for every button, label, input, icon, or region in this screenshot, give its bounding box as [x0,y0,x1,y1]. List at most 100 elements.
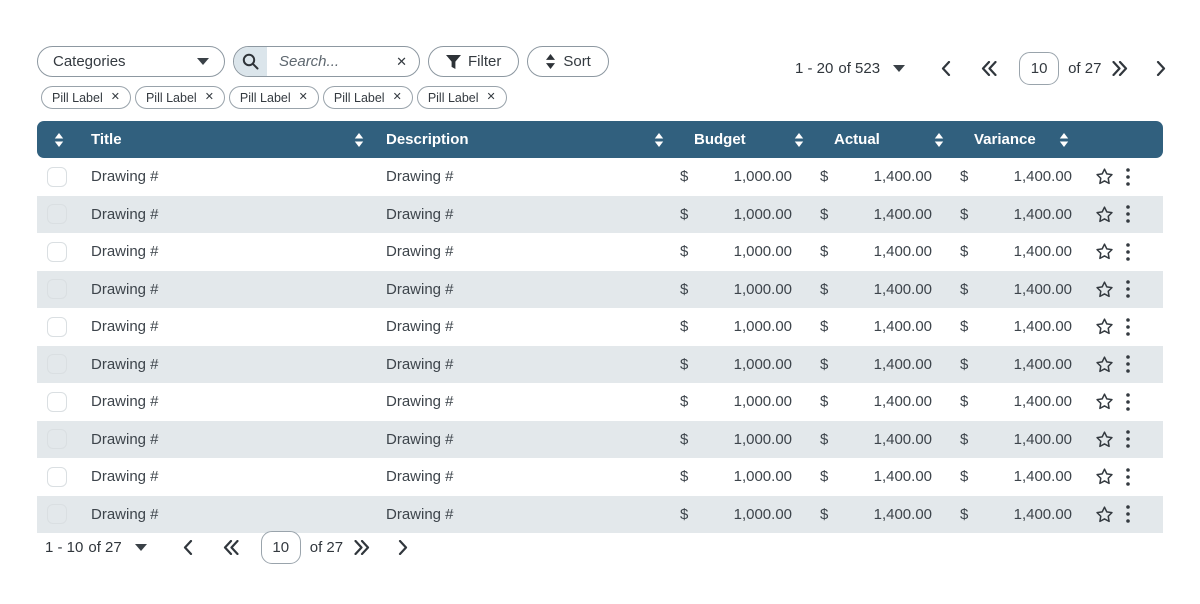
sort-icon[interactable] [934,132,944,147]
last-page-button[interactable] [1112,61,1128,76]
sort-icon[interactable] [354,132,364,147]
table-row[interactable]: Drawing # Drawing # $ 1,000.00 $ 1,400.0… [37,233,1163,271]
first-page-button[interactable] [981,61,997,76]
table-row[interactable]: Drawing # Drawing # $ 1,000.00 $ 1,400.0… [37,420,1163,458]
chip-remove-icon[interactable]: ✕ [392,91,402,103]
toolbar: Categories ✕ Filter Sort [37,46,609,77]
row-actual-cell: $ 1,400.00 [800,233,940,271]
table-row[interactable]: Drawing # Drawing # $ 1,000.00 $ 1,400.0… [37,158,1163,196]
row-checkbox[interactable] [47,241,67,262]
search-input[interactable] [267,53,395,70]
favorite-star-icon[interactable] [1095,392,1114,411]
table-row[interactable]: Drawing # Drawing # $ 1,000.00 $ 1,400.0… [37,270,1163,308]
row-description: Drawing # [386,355,454,373]
row-checkbox-cell [37,383,81,421]
row-checkbox[interactable] [47,429,67,450]
filter-chip[interactable]: Pill Label ✕ [134,86,225,109]
page-number-input[interactable] [260,531,301,564]
row-description: Drawing # [386,393,454,411]
row-menu-kebab-icon[interactable] [1126,505,1130,524]
favorite-star-icon[interactable] [1095,430,1114,449]
row-checkbox[interactable] [47,391,67,412]
actual-amount: 1,400.00 [873,243,932,261]
filter-chip[interactable]: Pill Label ✕ [228,86,319,109]
favorite-star-icon[interactable] [1095,280,1114,299]
row-menu-kebab-icon[interactable] [1126,242,1130,261]
budget-amount: 1,000.00 [733,280,792,298]
table-row[interactable]: Drawing # Drawing # $ 1,000.00 $ 1,400.0… [37,308,1163,346]
sort-button[interactable]: Sort [527,46,609,77]
sort-icon[interactable] [794,132,804,147]
page-number-input[interactable] [1019,52,1060,85]
row-checkbox[interactable] [47,204,67,225]
favorite-star-icon[interactable] [1095,205,1114,224]
column-header-actual[interactable]: Actual [794,121,940,158]
row-checkbox[interactable] [47,504,67,525]
table-body: Drawing # Drawing # $ 1,000.00 $ 1,400.0… [37,158,1163,533]
sort-icon[interactable] [1059,132,1069,147]
row-actual-cell: $ 1,400.00 [800,346,940,384]
column-header-description[interactable]: Description [376,121,660,158]
chip-remove-icon[interactable]: ✕ [110,91,120,103]
column-header-title[interactable]: Title [81,121,376,158]
categories-select[interactable]: Categories [37,46,225,77]
column-label: Actual [834,131,880,148]
last-page-button[interactable] [354,540,370,555]
row-menu-kebab-icon[interactable] [1126,355,1130,374]
currency-symbol: $ [680,468,689,486]
search-clear-icon[interactable]: ✕ [396,54,407,69]
filter-chip[interactable]: Pill Label ✕ [41,86,131,109]
favorite-star-icon[interactable] [1095,167,1114,186]
table-row[interactable]: Drawing # Drawing # $ 1,000.00 $ 1,400.0… [37,345,1163,384]
favorite-star-icon[interactable] [1095,467,1114,486]
row-menu-kebab-icon[interactable] [1126,430,1130,449]
row-menu-kebab-icon[interactable] [1126,317,1130,336]
row-menu-kebab-icon[interactable] [1126,280,1130,299]
of-pages-text: of 27 [309,539,344,556]
row-checkbox[interactable] [47,354,67,375]
column-header-variance[interactable]: Variance [934,121,1080,158]
table-row[interactable]: Drawing # Drawing # $ 1,000.00 $ 1,400.0… [37,383,1163,421]
next-page-button[interactable] [398,540,408,555]
row-menu-kebab-icon[interactable] [1126,392,1130,411]
favorite-star-icon[interactable] [1095,355,1114,374]
table-row[interactable]: Drawing # Drawing # $ 1,000.00 $ 1,400.0… [37,458,1163,496]
chip-remove-icon[interactable]: ✕ [298,91,308,103]
variance-amount: 1,400.00 [1013,318,1072,336]
favorite-star-icon[interactable] [1095,317,1114,336]
page-size-selector[interactable]: 1 - 10 of 27 [45,539,147,556]
filter-chip-row: Pill Label ✕ Pill Label ✕ Pill Label ✕ P… [41,86,507,109]
chip-remove-icon[interactable]: ✕ [486,91,496,103]
row-menu-kebab-icon[interactable] [1126,167,1130,186]
row-menu-kebab-icon[interactable] [1126,205,1130,224]
row-checkbox[interactable] [47,279,67,300]
column-header-budget[interactable]: Budget [654,121,800,158]
filter-chip[interactable]: Pill Label ✕ [322,86,413,109]
filter-chip[interactable]: Pill Label ✕ [416,86,507,109]
categories-select-label: Categories [53,53,126,70]
range-text: 1 - 20 [795,60,834,77]
previous-page-button[interactable] [183,540,193,555]
sort-icon[interactable] [654,132,664,147]
row-budget-cell: $ 1,000.00 [660,346,800,384]
row-menu-kebab-icon[interactable] [1126,467,1130,486]
table-row[interactable]: Drawing # Drawing # $ 1,000.00 $ 1,400.0… [37,195,1163,233]
row-actions-cell [1080,308,1163,346]
row-checkbox[interactable] [47,316,67,337]
page-size-selector[interactable]: 1 - 20 of 523 [795,60,906,77]
row-variance-cell: $ 1,400.00 [940,308,1080,346]
filter-button[interactable]: Filter [428,46,520,77]
favorite-star-icon[interactable] [1095,242,1114,261]
favorite-star-icon[interactable] [1095,505,1114,524]
row-checkbox[interactable] [47,466,67,487]
sort-icon[interactable] [54,132,64,147]
first-page-button[interactable] [223,540,239,555]
row-checkbox-cell [37,496,81,534]
table-row[interactable]: Drawing # Drawing # $ 1,000.00 $ 1,400.0… [37,495,1163,534]
next-page-button[interactable] [1156,61,1166,76]
variance-amount: 1,400.00 [1013,393,1072,411]
previous-page-button[interactable] [941,61,951,76]
row-actions-cell [1080,233,1163,271]
row-checkbox[interactable] [47,166,67,187]
chip-remove-icon[interactable]: ✕ [204,91,214,103]
